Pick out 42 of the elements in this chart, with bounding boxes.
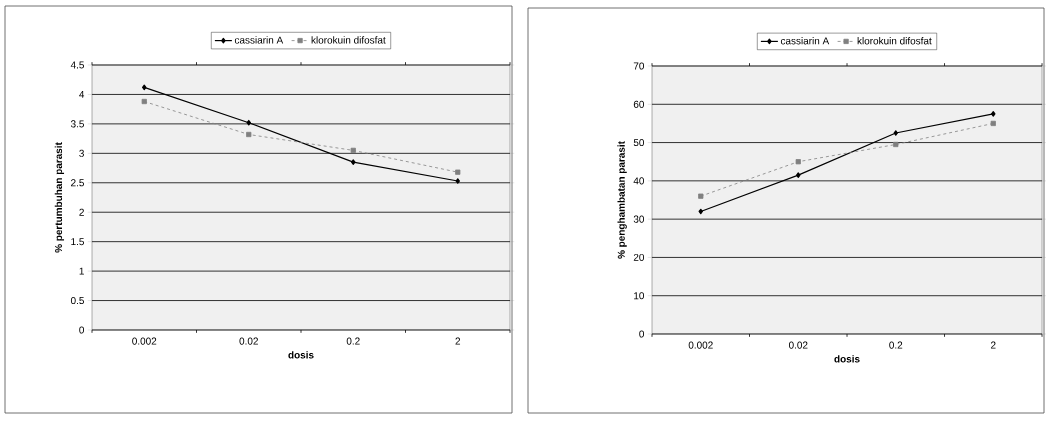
- y-tick-label: 50: [633, 139, 645, 147]
- legend-label: klorokuin difosfat: [857, 37, 932, 45]
- y-tick-label: 3: [79, 149, 84, 157]
- legend-label: cassiarin A: [234, 36, 284, 44]
- legend-label: cassiarin A: [780, 37, 830, 45]
- y-tick-label: 60: [633, 100, 645, 108]
- x-tick-label: 0.002: [688, 341, 713, 349]
- point: [351, 159, 356, 165]
- y-tick-label: 20: [633, 253, 645, 261]
- point: [141, 98, 147, 105]
- y-tick-label: 2: [79, 208, 84, 216]
- x-tick-label: 2: [991, 341, 996, 349]
- point: [246, 119, 252, 126]
- legend-label: klorokuin difosfat: [311, 36, 386, 44]
- point: [455, 178, 461, 184]
- y-tick-label: 10: [634, 292, 645, 300]
- x-tick-label: 2: [455, 337, 461, 345]
- y-tick-label: 2.5: [71, 179, 84, 187]
- x-tick-label: 0.2: [346, 337, 360, 345]
- y-tick-label: 70: [633, 62, 645, 70]
- x-tick-label: 0.002: [132, 337, 157, 345]
- x-axis-title: dosis: [834, 355, 860, 363]
- x-tick-label: 0.2: [889, 341, 903, 349]
- y-tick-label: 0: [79, 326, 85, 334]
- y-tick-label: 1: [79, 267, 84, 275]
- y-axis-title: % penghambatan parasit: [617, 141, 627, 259]
- point: [142, 84, 147, 91]
- y-axis-title: % pertumbuhan parasit: [54, 142, 65, 253]
- y-tick-label: 4.5: [70, 61, 84, 69]
- x-axis-title: dosis: [288, 351, 314, 359]
- y-tick-label: 3.5: [70, 120, 84, 128]
- y-tick-label: 0.5: [70, 297, 84, 305]
- point: [455, 169, 461, 175]
- y-tick-label: 40: [633, 177, 645, 185]
- y-tick-label: 4: [79, 91, 85, 98]
- y-tick-label: 30: [633, 215, 645, 223]
- x-tick-label: 0.02: [788, 341, 808, 349]
- point: [350, 147, 356, 153]
- y-tick-label: 0: [639, 330, 645, 338]
- y-tick-label: 1.5: [71, 238, 84, 246]
- point: [246, 131, 252, 138]
- x-tick-label: 0.02: [239, 337, 258, 345]
